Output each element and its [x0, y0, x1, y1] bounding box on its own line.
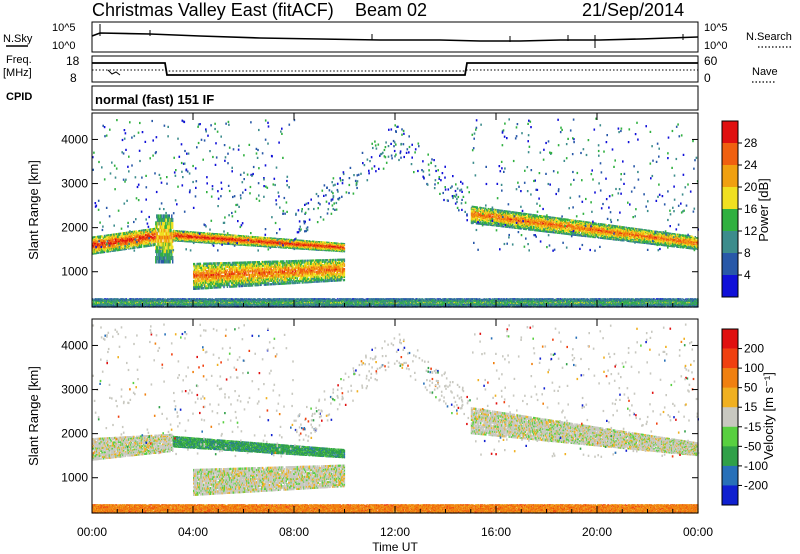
nsky-right-tick-low: 10^0 — [704, 40, 728, 52]
freq-unit-label: [MHz] — [3, 67, 32, 79]
echo-cell — [252, 238, 253, 239]
nsky-label: N.Sky — [3, 33, 33, 45]
plot-title: Christmas Valley East (fitACF) — [92, 0, 334, 20]
echo-cell — [98, 252, 99, 254]
echo-cell — [120, 233, 121, 235]
date-label: 21/Sep/2014 — [582, 0, 684, 20]
echo-cell — [311, 247, 312, 248]
echo-cell — [212, 240, 213, 241]
echo-cell — [182, 240, 183, 241]
echo-cell — [151, 245, 152, 247]
echo-cell — [172, 246, 173, 250]
nsky-trace — [92, 33, 698, 41]
nsky-tick-high: 10^5 — [52, 22, 76, 34]
fan-plot-figure: Christmas Valley East (fitACF) Beam 02 2… — [0, 0, 800, 554]
nave-tick-high: 60 — [704, 54, 718, 68]
nsky-right-tick-high: 10^5 — [704, 22, 728, 34]
freq-panel: Freq. [MHz] 18 8 60 0 Nave — [3, 54, 778, 85]
echo-cell — [157, 225, 158, 229]
freq-tick-high: 18 — [66, 54, 80, 68]
nsky-panel: N.Sky 10^5 10^0 10^5 10^0 N.Search — [3, 22, 792, 52]
echo-cell — [145, 229, 146, 231]
freq-label: Freq. — [6, 54, 32, 66]
nave-tick-low: 0 — [704, 71, 711, 85]
echo-cell — [276, 247, 277, 248]
nsearch-label: N.Search — [746, 31, 792, 43]
echo-band-1 — [155, 214, 173, 263]
nave-label: Nave — [752, 66, 778, 78]
echo-cell — [154, 243, 155, 245]
echo-cell — [172, 256, 173, 260]
echo-cell — [171, 214, 172, 218]
echo-cell — [164, 246, 165, 250]
echo-cell — [246, 236, 247, 237]
cpid-mode-text: normal (fast) 151 IF — [95, 92, 214, 107]
beam-label: Beam 02 — [355, 0, 427, 20]
echo-cell — [169, 235, 170, 239]
echo-cell — [158, 214, 159, 218]
echo-cell — [169, 246, 170, 250]
nave-trace — [92, 70, 698, 71]
echo-cell — [157, 246, 158, 250]
cpid-label: CPID — [6, 91, 32, 103]
echo-cell — [171, 235, 172, 239]
echo-cell — [162, 225, 163, 229]
freq-tick-low: 8 — [70, 71, 77, 85]
echo-cell — [147, 229, 148, 231]
echo-cell — [172, 225, 173, 229]
echo-cell — [130, 248, 131, 250]
echo-cell — [155, 239, 156, 243]
echo-cell — [304, 249, 305, 250]
echo-cell — [161, 214, 162, 218]
freq-trace — [92, 63, 698, 75]
nsky-tick-low: 10^0 — [52, 40, 76, 52]
echo-cell — [172, 218, 173, 222]
echo-cell — [165, 218, 166, 222]
